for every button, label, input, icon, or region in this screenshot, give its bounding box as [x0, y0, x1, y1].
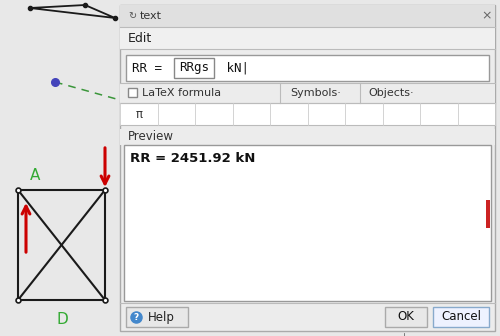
Bar [120, 5, 495, 331]
Bar [385, 307, 427, 327]
Bar [120, 5, 495, 27]
Bar [126, 307, 188, 327]
Text: ↻: ↻ [128, 11, 136, 21]
Text: Preview: Preview [128, 130, 174, 143]
Bar [126, 55, 489, 81]
Text: Edit: Edit [128, 32, 152, 44]
Text: OK: OK [398, 310, 414, 324]
Text: LaTeX formula: LaTeX formula [142, 88, 221, 98]
Bar [120, 27, 495, 49]
Text: ↳: ↳ [402, 332, 410, 336]
Bar [486, 200, 490, 228]
Text: Objects·: Objects· [368, 88, 414, 98]
Bar [128, 88, 137, 97]
Text: π: π [135, 108, 142, 121]
Text: Help: Help [148, 310, 175, 324]
Text: RR = 2451.92 kN: RR = 2451.92 kN [130, 153, 256, 166]
Bar [120, 103, 495, 125]
Text: text: text [140, 11, 162, 21]
Text: Cancel: Cancel [441, 310, 481, 324]
Bar [174, 58, 214, 78]
Text: Symbols·: Symbols· [290, 88, 341, 98]
Text: RR =: RR = [132, 61, 170, 75]
Bar [124, 145, 491, 301]
Text: ?: ? [134, 312, 138, 322]
Text: kN|: kN| [219, 61, 249, 75]
Text: D: D [56, 312, 68, 328]
Bar [120, 129, 495, 145]
Text: A: A [30, 168, 40, 182]
Bar [120, 83, 495, 103]
Bar [433, 307, 489, 327]
Text: ×: × [482, 9, 492, 23]
Text: RRgs: RRgs [179, 61, 209, 75]
